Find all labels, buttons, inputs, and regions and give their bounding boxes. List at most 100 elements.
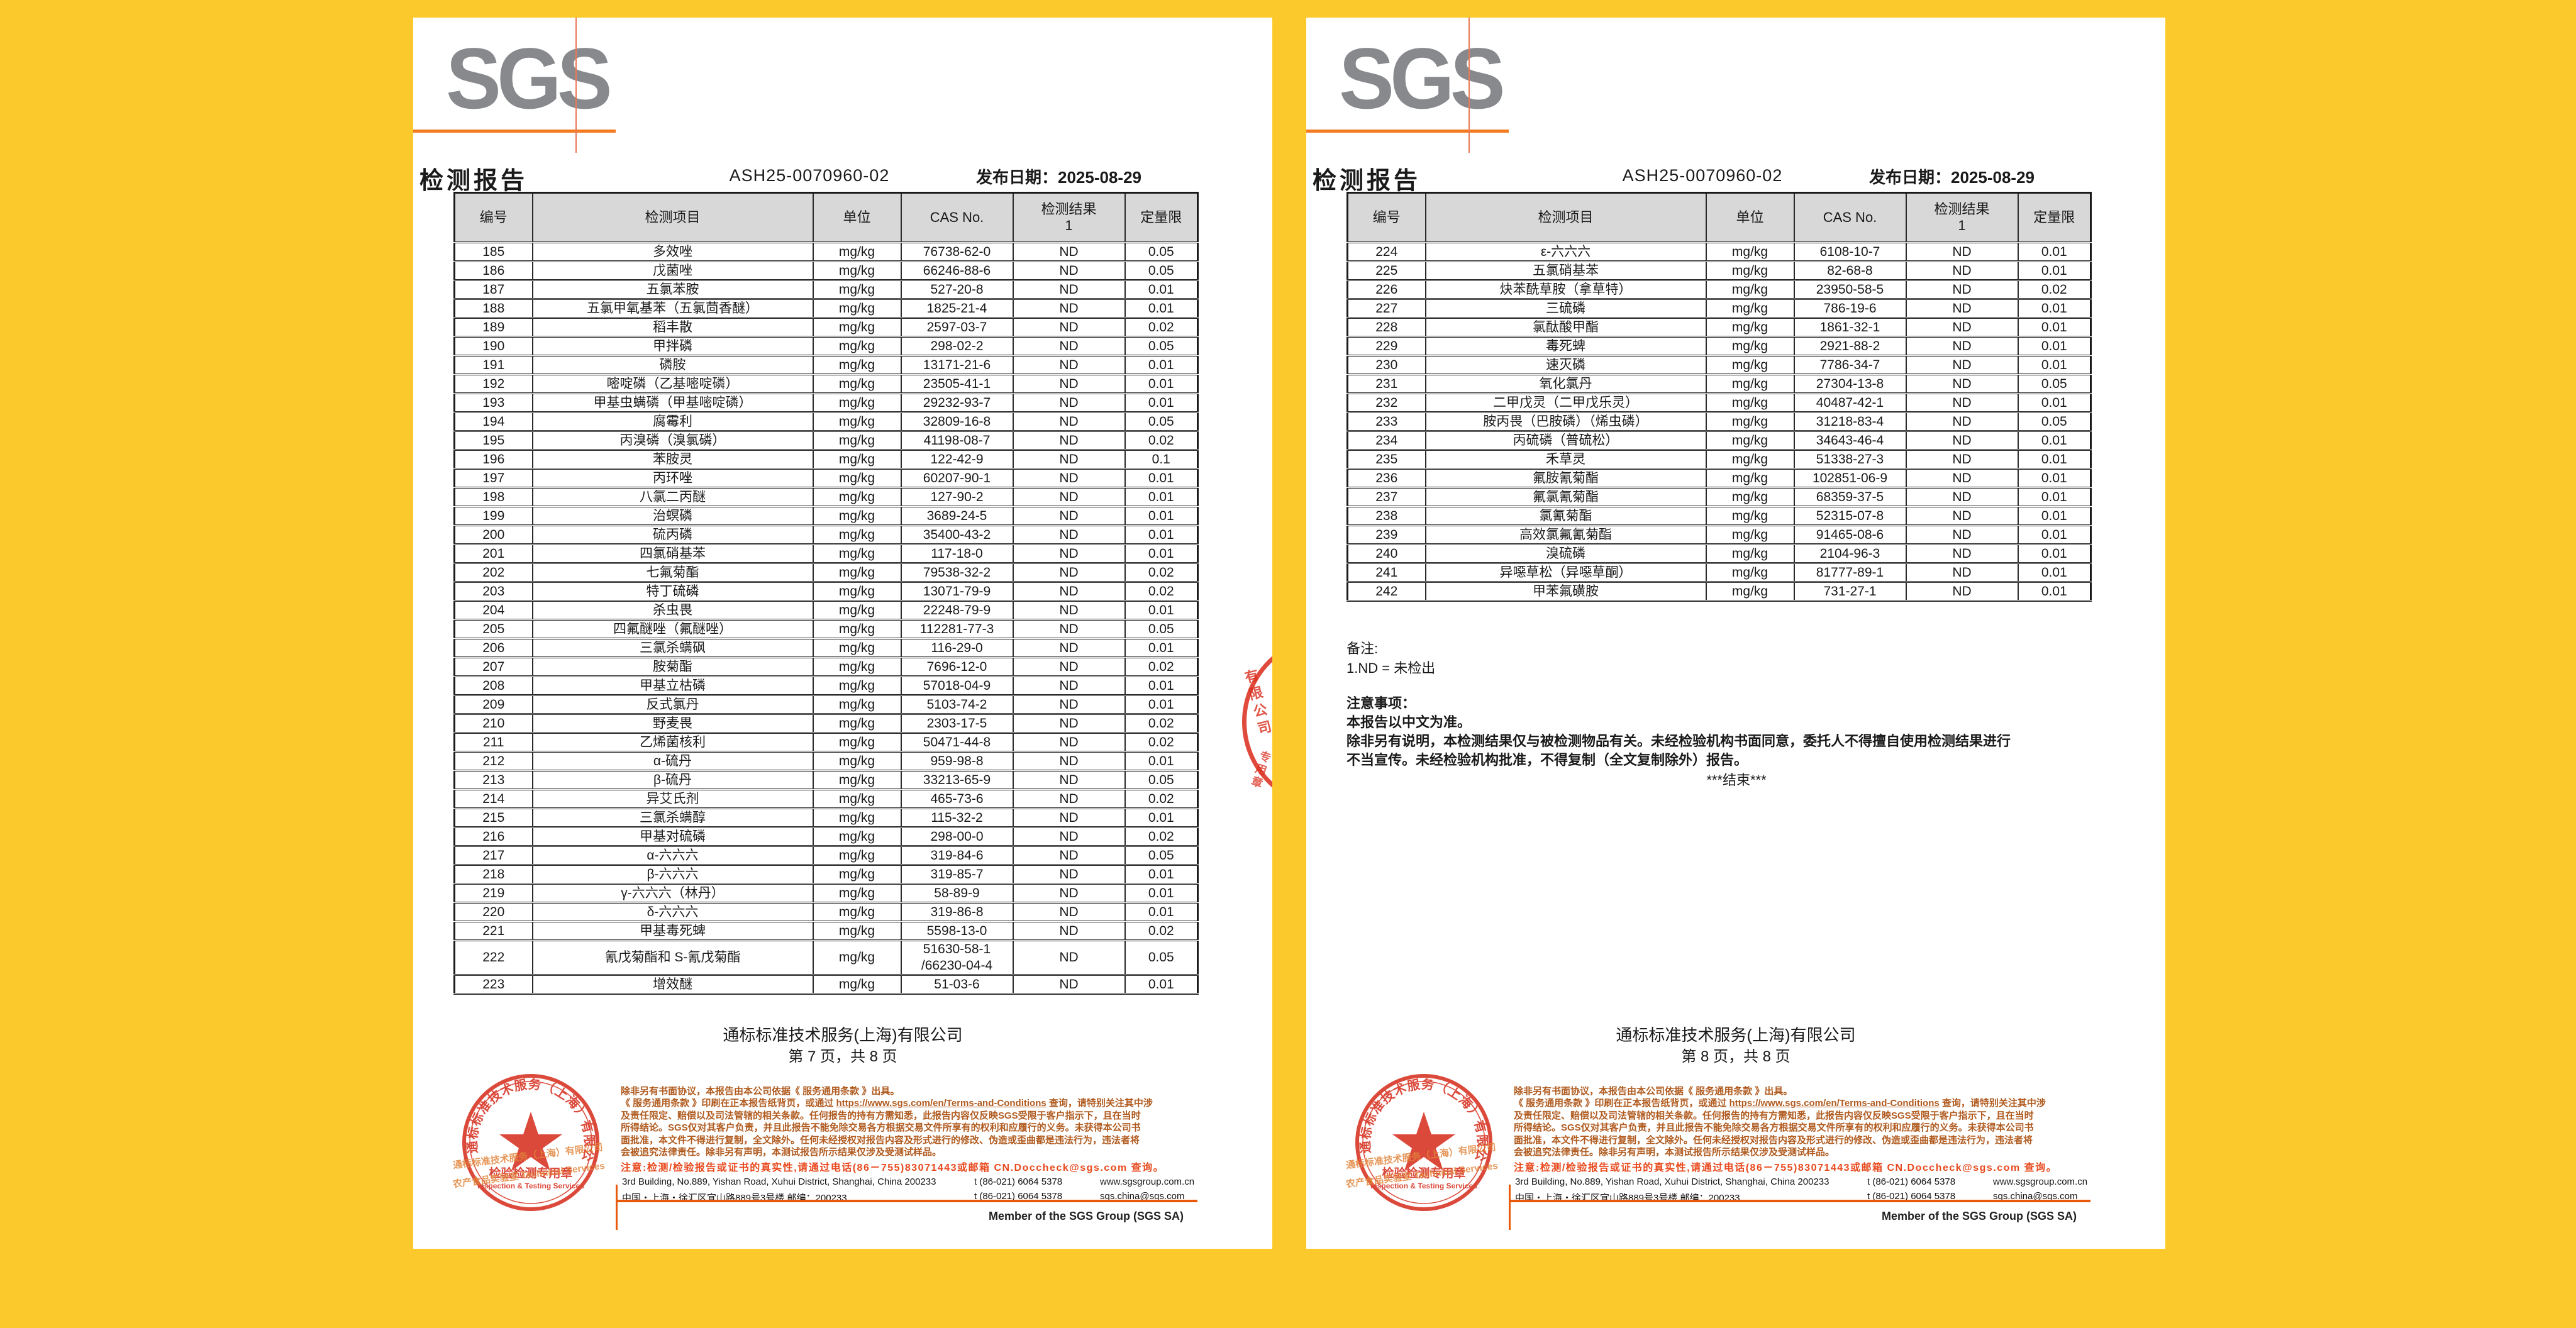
cell-item: δ-六六六 (531, 902, 814, 922)
cell-unit: mg/kg (812, 807, 902, 828)
cell-no: 223 (453, 974, 533, 995)
cell-cas: 81777-89-1 (1793, 562, 1907, 583)
cell-item: 二甲戊灵（二甲戊乐灵） (1424, 392, 1707, 413)
cell-result: ND (1012, 864, 1126, 885)
address-left-crop-mark (616, 1185, 618, 1230)
cell-result: ND (1012, 317, 1126, 338)
cell-loq: 0.02 (1124, 921, 1199, 941)
cell-cas: 319-86-8 (900, 902, 1014, 922)
cell-unit: mg/kg (812, 921, 902, 941)
cell-item: 七氟菊酯 (531, 562, 814, 583)
cell-unit: mg/kg (812, 241, 902, 262)
cell-cas: 7696-12-0 (900, 656, 1014, 677)
table-row: 205 四氟醚唑（氟醚唑） mg/kg 112281-77-3 ND 0.05 (453, 619, 1199, 639)
cell-cas: 298-02-2 (900, 336, 1014, 357)
cell-loq: 0.01 (2017, 260, 2092, 281)
cell-no: 204 (453, 600, 533, 621)
table-row: 236 氟胺氰菊酯 mg/kg 102851-06-9 ND 0.01 (1346, 468, 2092, 489)
cell-no: 222 (453, 939, 533, 976)
cell-loq: 0.01 (1124, 751, 1199, 772)
cell-loq: 0.02 (2017, 279, 2092, 300)
terms-and-conditions-link[interactable]: https://www.sgs.com/en/Terms-and-Conditi… (836, 1098, 1046, 1109)
cell-loq: 0.01 (1124, 638, 1199, 658)
disclaimer-line-2: 《 服务通用条款 》印刷在正本报告纸背页，或通过 https://www.sgs… (1514, 1097, 2127, 1109)
cell-result: ND (1905, 543, 2019, 564)
table-row: 210 野麦畏 mg/kg 2303-17-5 ND 0.02 (453, 713, 1199, 734)
email-address: sgs.china@sgs.com (1100, 1191, 1185, 1202)
cell-unit: mg/kg (1705, 468, 1795, 489)
cell-no: 185 (453, 241, 533, 262)
address-row-cn: 中国・上海・徐汇区宜山路889号3号楼 邮编：200233 t (86-021)… (622, 1191, 1197, 1205)
table-row: 201 四氯硝基苯 mg/kg 117-18-0 ND 0.01 (453, 543, 1199, 564)
cell-item: 丙溴磷（溴氯磷） (531, 430, 814, 451)
cell-result: ND (1012, 788, 1126, 809)
phone-number-2: t (86-021) 6064 5378 (1867, 1191, 1956, 1202)
cell-loq: 0.05 (1124, 241, 1199, 262)
results-table: 编号 检测项目 单位 CAS No. 检测结果 1 定量限 224 ε-六六六 … (1346, 192, 2092, 602)
cell-result: ND (1012, 713, 1126, 734)
terms-and-conditions-link[interactable]: https://www.sgs.com/en/Terms-and-Conditi… (1729, 1098, 1940, 1109)
cell-result: ND (1905, 411, 2019, 432)
cell-result: ND (1905, 355, 2019, 375)
cell-loq: 0.01 (2017, 487, 2092, 507)
table-row: 242 甲苯氟磺胺 mg/kg 731-27-1 ND 0.01 (1346, 581, 2092, 602)
cell-item: γ-六六六（林丹） (531, 883, 814, 904)
cell-unit: mg/kg (812, 468, 902, 489)
cell-result: ND (1012, 883, 1126, 904)
table-row: 203 特丁硫磷 mg/kg 13071-79-9 ND 0.02 (453, 581, 1199, 602)
disclaimer-line-6: 会被追究法律责任。除非另有声明，本测试报告所示结果仅涉及受测试样品。 (621, 1147, 942, 1158)
disclaimer-line-3: 及责任限定、赔偿以及司法管辖的相关条款。任何报告的持有方需知悉，此报告内容仅反映… (621, 1110, 1141, 1121)
table-row: 232 二甲戊灵（二甲戊乐灵） mg/kg 40487-42-1 ND 0.01 (1346, 392, 2092, 413)
seal-star (499, 1112, 562, 1171)
cell-unit: mg/kg (1705, 506, 1795, 526)
cell-loq: 0.05 (2017, 374, 2092, 394)
cell-result: ND (1012, 355, 1126, 375)
cell-item: 乙烯菌核利 (531, 732, 814, 753)
table-row: 231 氧化氯丹 mg/kg 27304-13-8 ND 0.05 (1346, 374, 2092, 394)
table-row: 226 炔苯酰草胺（拿草特） mg/kg 23950-58-5 ND 0.02 (1346, 279, 2092, 300)
report-page: SGS 检测报告 ASH25-0070960-02 发布日期：2025-08-2… (413, 18, 1272, 1249)
cell-no: 211 (453, 732, 533, 753)
cell-cas: 23505-41-1 (900, 374, 1014, 394)
footer-orange-rule (1511, 1200, 2090, 1202)
cell-no: 227 (1346, 298, 1426, 319)
cell-unit: mg/kg (1705, 355, 1795, 375)
table-row: 217 α-六六六 mg/kg 319-84-6 ND 0.05 (453, 845, 1199, 866)
cell-cas: 58-89-9 (900, 883, 1014, 904)
cell-cas: 731-27-1 (1793, 581, 1907, 602)
cell-no: 186 (453, 260, 533, 281)
seal-center-cn: 检验检测专用章 (1382, 1166, 1465, 1180)
cell-unit: mg/kg (812, 845, 902, 866)
cell-cas: 102851-06-9 (1793, 468, 1907, 489)
cell-loq: 0.01 (1124, 279, 1199, 300)
col-header-unit: 单位 (1705, 192, 1795, 243)
cell-item: 硫丙磷 (531, 524, 814, 545)
table-row: 228 氯酞酸甲酯 mg/kg 1861-32-1 ND 0.01 (1346, 317, 2092, 338)
cell-loq: 0.01 (1124, 506, 1199, 526)
cell-item: 戊菌唑 (531, 260, 814, 281)
cell-no: 190 (453, 336, 533, 357)
cell-no: 195 (453, 430, 533, 451)
cell-loq: 0.02 (1124, 317, 1199, 338)
cell-result: ND (1905, 506, 2019, 526)
cell-cas: 127-90-2 (900, 487, 1014, 507)
cell-unit: mg/kg (812, 826, 902, 847)
table-row: 222 氰戊菊酯和 S-氰戊菊酯 mg/kg 51630-58-1 /66230… (453, 939, 1199, 976)
cell-cas: 51-03-6 (900, 974, 1014, 995)
cell-loq: 0.05 (2017, 411, 2092, 432)
cell-cas: 786-19-6 (1793, 298, 1907, 319)
company-seal-graphic: 通标标准技术服务（上海）有限公司 检验检测专用章 Inspection & Te… (455, 1062, 599, 1211)
cell-no: 230 (1346, 355, 1426, 375)
cell-cas: 27304-13-8 (1793, 374, 1907, 394)
table-row: 192 嘧啶磷（乙基嘧啶磷） mg/kg 23505-41-1 ND 0.01 (453, 374, 1199, 394)
cell-unit: mg/kg (1705, 336, 1795, 357)
cell-loq: 0.01 (1124, 543, 1199, 564)
cell-unit: mg/kg (1705, 543, 1795, 564)
cell-unit: mg/kg (812, 298, 902, 319)
cell-item: 腐霉利 (531, 411, 814, 432)
table-row: 225 五氯硝基苯 mg/kg 82-68-8 ND 0.01 (1346, 260, 2092, 281)
cell-loq: 0.01 (2017, 392, 2092, 413)
cell-result: ND (1012, 468, 1126, 489)
cell-no: 201 (453, 543, 533, 564)
cell-result: ND (1905, 430, 2019, 451)
